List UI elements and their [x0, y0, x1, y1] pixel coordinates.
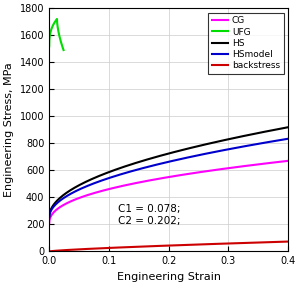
CG — [47, 222, 51, 225]
CG — [229, 166, 232, 170]
X-axis label: Engineering Strain: Engineering Strain — [117, 272, 221, 282]
UFG — [52, 21, 56, 25]
backstress — [193, 243, 196, 246]
Line: HS: HS — [49, 127, 288, 217]
UFG — [58, 37, 62, 40]
HSmodel — [186, 156, 190, 159]
backstress — [47, 250, 51, 253]
backstress — [62, 249, 66, 252]
Line: UFG: UFG — [49, 19, 64, 50]
UFG — [50, 26, 54, 30]
Text: C1 = 0.078;
C2 = 0.202;: C1 = 0.078; C2 = 0.202; — [118, 204, 180, 226]
HS — [47, 215, 51, 219]
HSmodel — [200, 153, 203, 156]
Line: HSmodel: HSmodel — [49, 139, 288, 217]
UFG — [57, 33, 61, 36]
HS — [62, 193, 66, 196]
Line: backstress: backstress — [49, 242, 288, 251]
CG — [253, 163, 257, 166]
HS — [186, 147, 190, 150]
HSmodel — [229, 147, 232, 151]
CG — [200, 170, 203, 174]
backstress — [286, 240, 290, 243]
CG — [286, 159, 290, 162]
HSmodel — [253, 143, 257, 146]
HS — [200, 144, 203, 147]
backstress — [229, 242, 232, 245]
Y-axis label: Engineering Stress, MPa: Engineering Stress, MPa — [4, 62, 14, 197]
backstress — [200, 243, 203, 246]
HSmodel — [286, 137, 290, 140]
backstress — [253, 241, 257, 244]
backstress — [186, 243, 190, 247]
CG — [62, 203, 66, 206]
Line: CG: CG — [49, 161, 288, 223]
HS — [193, 145, 196, 149]
HS — [229, 137, 232, 140]
UFG — [62, 48, 65, 52]
HSmodel — [62, 196, 66, 200]
HS — [253, 132, 257, 135]
Legend: CG, UFG, HS, HSmodel, backstress: CG, UFG, HS, HSmodel, backstress — [208, 13, 284, 74]
HSmodel — [193, 154, 196, 158]
UFG — [47, 45, 51, 48]
CG — [186, 172, 190, 176]
UFG — [49, 29, 53, 33]
HS — [286, 126, 290, 129]
CG — [193, 171, 196, 175]
HSmodel — [47, 216, 51, 219]
UFG — [55, 17, 59, 21]
UFG — [50, 26, 54, 29]
